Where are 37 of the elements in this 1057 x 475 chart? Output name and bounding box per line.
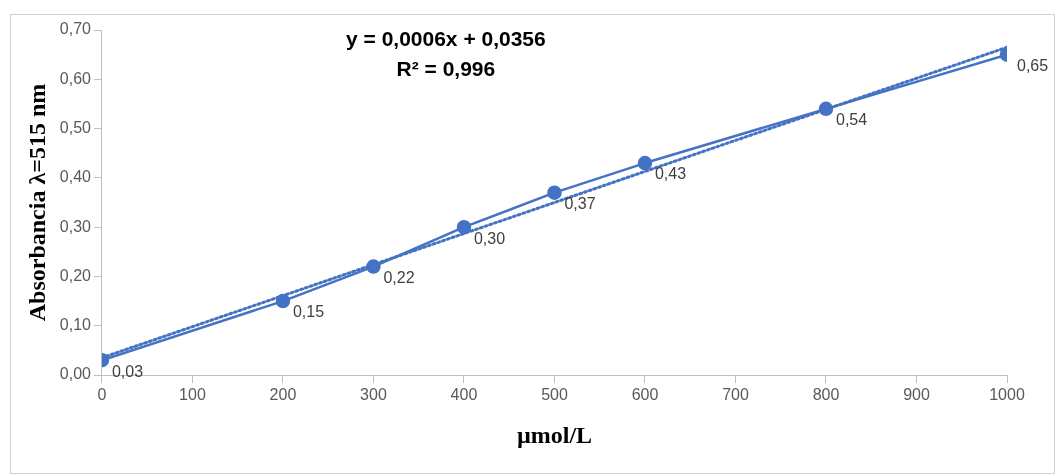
point xyxy=(637,155,653,171)
x-tick-label: 500 xyxy=(541,386,568,404)
data-label: 0,37 xyxy=(564,195,596,213)
y-tick-label: 0,30 xyxy=(59,217,92,235)
x-tick-label: 600 xyxy=(631,386,659,404)
y-tick-label: 0,60 xyxy=(59,69,92,87)
x-tick-label: 900 xyxy=(903,386,930,404)
point xyxy=(456,219,472,235)
data-label: 0,65 xyxy=(1017,57,1049,75)
x-tick-label: 400 xyxy=(450,386,478,404)
y-tick-label: 0,40 xyxy=(59,168,92,186)
data-label: 0,15 xyxy=(292,303,325,321)
x-tick-label: 100 xyxy=(179,386,206,404)
annotation: R² = 0,996 xyxy=(396,57,496,81)
point xyxy=(818,101,834,117)
point xyxy=(366,259,381,274)
x-tick-label: 1000 xyxy=(989,386,1025,404)
x-tick-label: 300 xyxy=(360,386,387,404)
x-tick-label: 800 xyxy=(812,386,840,404)
x-tick-label: 200 xyxy=(269,386,297,404)
point xyxy=(547,185,562,200)
x-axis-title: µmol/L xyxy=(516,421,593,448)
y-tick-label: 0,20 xyxy=(59,266,92,284)
data-label: 0,43 xyxy=(654,165,687,183)
annotation: y = 0,0006x + 0,0356 xyxy=(346,27,546,51)
y-tick-label: 0,50 xyxy=(59,118,92,136)
x-tick-label: 700 xyxy=(722,386,749,404)
data-label: 0,03 xyxy=(111,362,144,380)
y-axis-title: Absorbancia λ=515 nm xyxy=(23,83,50,322)
data-label: 0,22 xyxy=(383,268,415,286)
y-tick-label: 0,10 xyxy=(59,316,92,334)
y-tick-label: 0,00 xyxy=(59,365,92,383)
x-tick-label: 0 xyxy=(97,386,107,404)
data-label: 0,30 xyxy=(473,229,506,247)
point xyxy=(275,293,291,309)
data-label: 0,54 xyxy=(835,111,868,129)
y-tick-label: 0,70 xyxy=(59,20,92,38)
